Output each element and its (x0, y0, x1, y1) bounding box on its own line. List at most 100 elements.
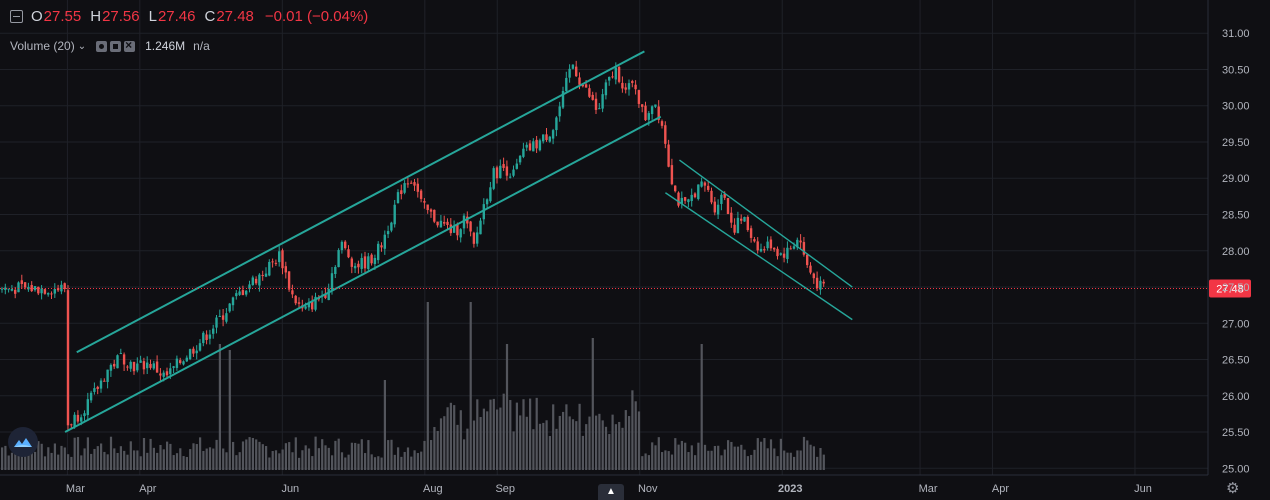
volume-bar (697, 442, 700, 470)
volume-bar (106, 454, 109, 470)
candle-body (588, 88, 591, 97)
volume-bar (199, 437, 202, 470)
candle-body (20, 280, 23, 284)
candle-body (730, 212, 733, 223)
volume-bar (387, 440, 390, 470)
minus-box-icon[interactable] (10, 10, 23, 23)
candle-body (492, 168, 495, 189)
volume-bar (816, 456, 819, 470)
volume-bar (802, 436, 806, 470)
candle-body (746, 216, 749, 231)
volume-bar (10, 452, 14, 470)
volume-bar (667, 451, 670, 470)
volume-bar (565, 404, 568, 470)
candle-body (535, 139, 538, 149)
volume-bar (489, 399, 492, 470)
volume-bar (321, 439, 324, 470)
volume-bar (637, 411, 641, 470)
price-tick-label: 25.50 (1222, 427, 1250, 439)
close-icon[interactable] (124, 38, 136, 52)
volume-bar (103, 451, 106, 470)
change-value: −0.01 (−0.04%) (264, 8, 369, 25)
volume-bar (380, 457, 383, 470)
trend-channel-line (64, 115, 662, 433)
candle-body (621, 82, 624, 89)
candle-body (667, 144, 670, 167)
candle-body (10, 288, 14, 291)
volume-bar (505, 344, 509, 470)
candle-body (538, 140, 542, 151)
chevron-down-icon[interactable]: ⌄ (77, 40, 87, 52)
candle-body (14, 289, 17, 294)
time-tick-label: Nov (638, 483, 658, 495)
time-axis[interactable]: Mar Apr Jun Aug Sep Nov 2023 Mar Apr Jun (0, 474, 1208, 495)
volume-bar (179, 448, 182, 470)
candle-body (806, 254, 809, 266)
gear-icon[interactable]: ⚙ (1226, 480, 1240, 497)
chevron-up-icon[interactable]: ▲ (598, 484, 624, 500)
price-tick-label: 30.00 (1222, 101, 1250, 113)
volume-bar (822, 454, 825, 470)
candle-body (614, 67, 617, 80)
candle-body (228, 303, 231, 312)
candle-body (647, 113, 650, 120)
high-value: 27.56 (102, 8, 140, 25)
volume-bar (426, 302, 429, 470)
volume-bar (80, 455, 83, 470)
volume-bar (298, 457, 301, 470)
volume-bar (558, 415, 561, 470)
volume-bar (334, 440, 337, 470)
settings-small-icon[interactable] (110, 40, 122, 52)
candle-body (291, 290, 294, 295)
candle-body (753, 239, 756, 242)
volume-bar (809, 444, 812, 470)
candle-body (462, 215, 466, 229)
volume-bar (294, 437, 297, 470)
volume-bar (416, 453, 419, 470)
candle-body (23, 282, 27, 288)
candle-body (152, 363, 155, 369)
visibility-icon[interactable] (96, 40, 108, 52)
volume-bar (182, 456, 185, 470)
candle-body (383, 234, 386, 249)
trend-channels[interactable] (64, 50, 853, 433)
candle-body (17, 282, 20, 293)
volume-bar (37, 441, 40, 470)
candle-body (796, 239, 799, 248)
volume-bar (1, 447, 4, 470)
volume-bar (555, 428, 558, 470)
price-axis[interactable]: 25.00 25.50 26.00 26.50 27.00 27.50 28.00 28.50… (1207, 0, 1250, 475)
volume-indicator-name[interactable]: Volume (20) (10, 39, 75, 53)
volume-bar (677, 444, 680, 470)
candle-body (132, 361, 136, 372)
volume-bar (789, 452, 792, 470)
candle-body (76, 414, 80, 422)
candle-body (337, 250, 340, 268)
volume-bar (499, 407, 502, 470)
volume-bar (268, 457, 271, 470)
volume-bar (763, 438, 766, 470)
volume-bar (466, 428, 469, 470)
candle-body (340, 241, 344, 251)
volume-bar (423, 440, 426, 470)
candle-body (604, 82, 608, 96)
volume-bar (7, 455, 10, 470)
volume-bar (222, 448, 225, 470)
cloud-logo-icon[interactable] (8, 427, 38, 457)
candle-body (703, 182, 707, 186)
volume-bar (410, 456, 413, 470)
candle-body (116, 355, 119, 369)
volume-bar (601, 420, 604, 470)
volume-bar (47, 447, 50, 470)
candle-body (185, 357, 188, 362)
candle-body (571, 64, 575, 69)
candle-body (390, 222, 393, 231)
candle-body (786, 247, 789, 260)
volume-bar (208, 447, 212, 470)
candle-body (683, 197, 687, 201)
volume-bar (624, 410, 627, 470)
candle-body (446, 221, 449, 225)
volume-bar (614, 424, 617, 470)
price-tick-label: 31.00 (1222, 28, 1250, 40)
